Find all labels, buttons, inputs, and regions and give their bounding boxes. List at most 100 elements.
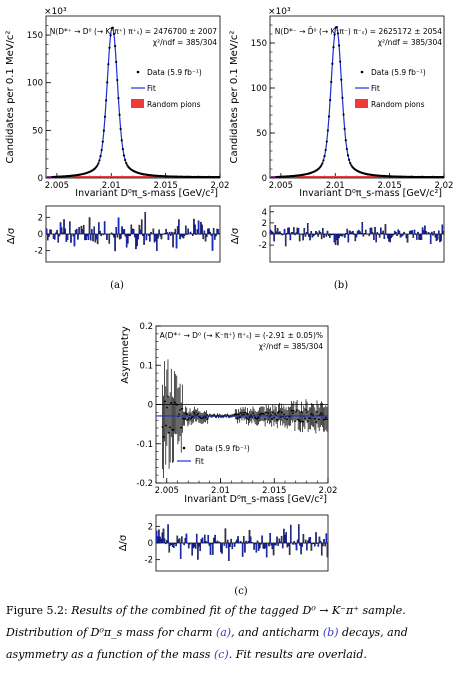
resid-bar <box>45 228 48 235</box>
resid-bar <box>209 231 211 235</box>
caption-ref-b[interactable]: (b) <box>322 626 339 639</box>
resid-bar <box>309 233 311 241</box>
resid-bar <box>289 233 292 241</box>
data-point <box>184 412 187 415</box>
resid-bar <box>326 542 329 558</box>
resid-bar <box>382 230 384 235</box>
data-point <box>305 409 307 411</box>
panel-a-y-ticks: 0 50 100 150 <box>27 25 51 184</box>
resid-bar <box>272 232 274 235</box>
legend-box-icon <box>355 99 368 108</box>
resid-bar <box>277 542 279 546</box>
resid-bar <box>280 535 283 544</box>
data-point <box>235 413 238 416</box>
resid-bar <box>374 227 376 235</box>
panel-a-fit-and-data <box>45 26 221 179</box>
resid-bar <box>108 233 111 244</box>
data-point <box>199 416 201 419</box>
data-point <box>96 164 99 167</box>
resid-bar <box>46 233 49 241</box>
resid-bar <box>319 540 322 544</box>
panel-b-result-line1: N(D*⁻ → D̄⁰ (→ K⁺π⁻) π⁻ₛ) = 2625172 ± 20… <box>275 27 443 36</box>
y-tick-label: 100 <box>27 79 43 89</box>
resid-bar <box>402 233 404 236</box>
resid-bar <box>364 229 367 235</box>
resid-bar <box>64 228 66 235</box>
resid-bar <box>310 542 313 551</box>
panel-c-result-line2: χ²/ndf = 385/304 <box>259 342 323 351</box>
resid-bar <box>282 233 285 235</box>
resid-bar <box>380 227 382 235</box>
resid-bar <box>436 233 439 240</box>
resid-bar <box>221 542 223 554</box>
resid-bar <box>368 233 371 237</box>
data-point <box>113 44 117 48</box>
resid-bar <box>293 541 296 544</box>
panel-a-result-line2: χ²/ndf = 385/304 <box>153 38 217 47</box>
x-tick-label: 2.005 <box>269 181 293 191</box>
resid-bar <box>85 233 87 241</box>
caption-text-3: decays, and asymmetry as a function of t… <box>6 626 408 661</box>
resid-bar <box>275 542 277 546</box>
resid-bar <box>132 229 135 235</box>
resid-bar <box>87 233 90 241</box>
resid-bar <box>48 233 50 237</box>
data-point <box>333 33 336 36</box>
resid-bar <box>384 224 387 235</box>
resid-bar <box>224 528 227 544</box>
data-point <box>189 413 191 416</box>
resid-bar <box>214 233 216 240</box>
data-point <box>101 140 104 143</box>
data-point <box>247 418 250 421</box>
resid-bar <box>115 227 118 235</box>
data-point <box>245 417 248 419</box>
data-point <box>175 403 178 406</box>
data-point <box>331 62 334 65</box>
data-point <box>278 410 281 413</box>
panel-c-ylabel: Asymmetry <box>120 326 131 384</box>
resid-bar <box>294 233 296 236</box>
caption-ref-c[interactable]: (c) <box>213 648 229 661</box>
data-point <box>263 413 265 415</box>
panel-b-resid-y-ticks: 420-2 <box>259 208 274 251</box>
resid-bar <box>50 229 53 235</box>
y-tick-label: 50 <box>32 126 43 136</box>
legend-entry-data: Data (5.9 fb⁻¹) <box>147 68 202 77</box>
y-tick-label: 0 <box>38 174 43 184</box>
data-point <box>341 96 344 99</box>
resid-bar <box>315 532 317 544</box>
data-point <box>342 113 345 116</box>
data-point <box>185 413 188 416</box>
resid-bar <box>432 233 434 236</box>
data-point <box>188 417 190 420</box>
caption-ref-a[interactable]: (a) <box>215 626 232 639</box>
data-point <box>107 63 110 66</box>
panel-a-sublabel: (a) <box>110 280 124 291</box>
resid-bar <box>209 542 212 555</box>
resid-bar <box>433 231 435 235</box>
x-tick-label: 2.01 <box>102 181 121 191</box>
resid-bar <box>370 227 373 235</box>
resid-bar <box>194 224 196 235</box>
resid-bar <box>98 222 100 235</box>
data-point <box>316 411 318 413</box>
resid-bar <box>259 542 261 549</box>
resid-bar <box>60 227 63 235</box>
resid-bar <box>225 542 228 549</box>
resid-bar <box>325 533 328 544</box>
resid-bar <box>158 229 160 235</box>
resid-bar <box>168 542 171 553</box>
data-point <box>125 162 128 165</box>
resid-bar <box>253 542 255 550</box>
resid-y-tick-label: -2 <box>259 241 267 251</box>
data-point <box>120 139 123 142</box>
data-point <box>183 417 186 420</box>
panel-c-resid-ylabel: Δ/σ <box>118 534 129 551</box>
resid-bar <box>269 532 271 544</box>
resid-bar <box>181 536 183 544</box>
resid-bar <box>279 231 281 235</box>
resid-bar <box>171 231 173 235</box>
data-point <box>320 412 323 415</box>
data-point <box>274 412 276 415</box>
resid-bar <box>77 233 79 240</box>
